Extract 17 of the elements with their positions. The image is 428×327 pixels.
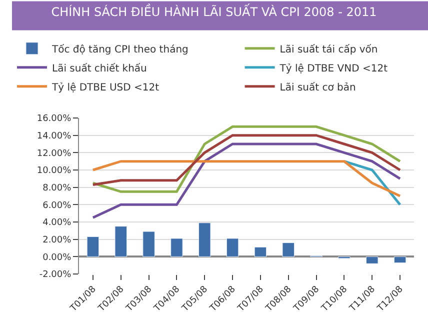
chart-title: CHÍNH SÁCH ĐIỀU HÀNH LÃI SUẤT VÀ CPI 2008 - 2011 bbox=[51, 3, 377, 20]
legend-label: Tỷ lệ DTBE USD <12t bbox=[51, 81, 160, 94]
legend-label: Lãi suất chiết khấu bbox=[52, 62, 147, 74]
legend-label: Lãi suất tái cấp vốn bbox=[280, 43, 378, 56]
y-tick-label: 2.00% bbox=[42, 235, 72, 246]
legend-label: Tỷ lệ DTBE VND <12t bbox=[278, 62, 388, 74]
y-tick-label: 14.00% bbox=[36, 131, 72, 142]
y-tick-label: 8.00% bbox=[42, 183, 72, 194]
legend-label: Lãi suất cơ bản bbox=[280, 81, 356, 94]
y-tick-label: 0.00% bbox=[42, 252, 72, 263]
y-tick-label: 12.00% bbox=[36, 148, 72, 159]
y-tick-label: 16.00% bbox=[36, 114, 72, 124]
y-tick-label: 6.00% bbox=[42, 200, 72, 211]
y-tick-label: -2.00% bbox=[39, 270, 72, 280]
y-tick-label: 4.00% bbox=[42, 218, 72, 228]
y-tick-label: 10.00% bbox=[36, 166, 72, 176]
legend-label: Tốc độ tăng CPI theo tháng bbox=[51, 43, 188, 56]
